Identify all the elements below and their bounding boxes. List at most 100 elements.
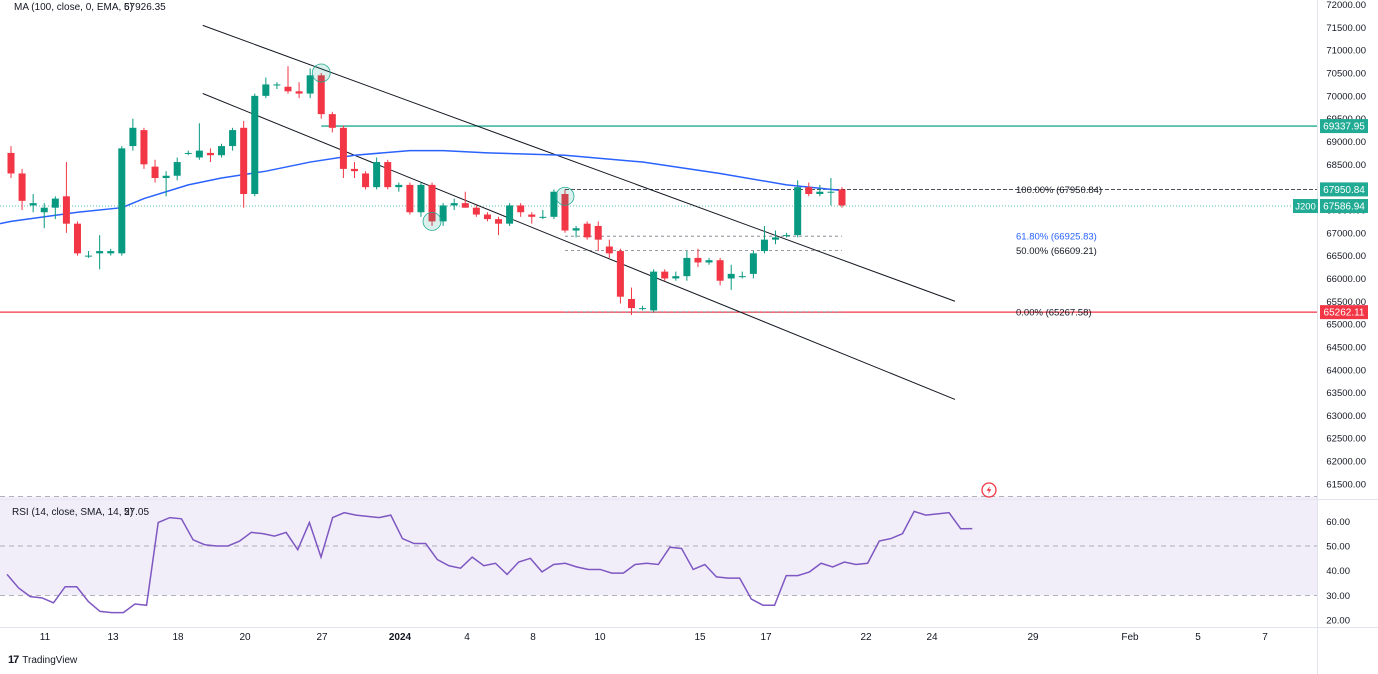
candle-body (838, 189, 846, 206)
candle-body (772, 237, 780, 240)
date-label: 29 (1027, 632, 1039, 643)
candle-body (7, 152, 15, 174)
rsi-tick-label: 60.00 (1326, 517, 1350, 528)
fib-level-label: 0.00% (65267.58) (1016, 307, 1092, 318)
candle-body (85, 255, 93, 257)
candle-body (350, 168, 358, 172)
candle-body (472, 207, 480, 215)
price-tick-label: 63500.00 (1326, 388, 1366, 399)
symbol-tag-bg (1293, 199, 1318, 214)
price-tick-label: 62500.00 (1326, 434, 1366, 445)
candle-body (262, 84, 270, 96)
rsi-legend-value: 57.05 (124, 507, 149, 518)
candle-body (439, 205, 447, 222)
candle-body (173, 162, 181, 176)
price-tick-label: 68500.00 (1326, 160, 1366, 171)
candle-body (18, 173, 26, 201)
price-tick-label: 71000.00 (1326, 46, 1366, 57)
candle-body (583, 223, 591, 238)
candle-body (328, 114, 336, 128)
candle-body (118, 148, 126, 254)
date-label: 24 (926, 632, 938, 643)
candle-body (805, 187, 813, 195)
price-badge (1320, 182, 1368, 197)
candle-body (694, 257, 702, 263)
candle-body (661, 271, 669, 279)
candle-body (317, 75, 325, 115)
candle-body (539, 216, 547, 218)
pivot-marker (422, 211, 442, 231)
tradingview-logo[interactable]: 17 TradingView (8, 654, 77, 666)
candle-body (561, 194, 569, 231)
candle-body (273, 84, 281, 86)
price-tick-label: 66500.00 (1326, 251, 1366, 262)
candle-body (240, 127, 248, 195)
candle-body (594, 225, 602, 240)
candle-body (572, 228, 580, 231)
pivot-marker (555, 186, 575, 206)
candle-body (650, 271, 658, 311)
date-label: 15 (694, 632, 706, 643)
candle-body (29, 203, 37, 206)
candle-body (195, 150, 203, 158)
ma-legend-name[interactable]: MA (100, close, 0, EMA, 5) (14, 2, 133, 13)
date-label: 18 (172, 632, 184, 643)
candle-body (716, 260, 724, 281)
price-badge-label: 67586.94 (1323, 202, 1365, 213)
candle-body (760, 239, 768, 252)
date-label: Feb (1121, 632, 1139, 643)
date-label: 20 (239, 632, 251, 643)
fib-level-label: 100.00% (67950.84) (1016, 185, 1102, 196)
rsi-legend-name[interactable]: RSI (14, close, SMA, 14, 2) (12, 507, 133, 518)
candle-body (162, 175, 170, 179)
candle-body (373, 162, 381, 188)
candle-body (51, 198, 59, 208)
price-badge (1320, 119, 1368, 134)
price-tick-label: 62000.00 (1326, 457, 1366, 468)
price-badge-label: 69337.95 (1323, 122, 1365, 133)
price-tick-label: 63000.00 (1326, 411, 1366, 422)
candle-body (218, 146, 226, 156)
price-badge-label: 65262.11 (1324, 308, 1365, 319)
date-label: 8 (530, 632, 536, 643)
price-tick-label: 64000.00 (1326, 365, 1366, 376)
candle-body (395, 184, 403, 188)
price-tick-label: 65500.00 (1326, 297, 1366, 308)
candle-body (151, 166, 159, 179)
price-tick-label: 71500.00 (1326, 23, 1366, 34)
candle-body (339, 127, 347, 169)
price-tick-label: 69000.00 (1326, 137, 1366, 148)
date-label: 27 (316, 632, 328, 643)
price-badge (1320, 305, 1368, 320)
candle-body (450, 203, 458, 206)
tradingview-name: TradingView (22, 654, 78, 666)
price-tick-label: 65000.00 (1326, 320, 1366, 331)
candle-body (107, 251, 115, 254)
candle-body (738, 276, 746, 278)
date-label: 10 (594, 632, 606, 643)
candle-body (672, 276, 680, 279)
candle-body (73, 223, 81, 254)
lightning-icon[interactable] (981, 482, 997, 498)
candle-body (229, 130, 237, 147)
candle-body (251, 95, 259, 195)
candle-body (550, 191, 558, 217)
candle-body (705, 260, 713, 263)
symbol-tag: J200 (1295, 202, 1316, 213)
date-label: 17 (760, 632, 772, 643)
date-label: 4 (464, 632, 470, 643)
candle-body (483, 214, 491, 220)
candle-body (62, 196, 70, 224)
rsi-tick-label: 40.00 (1326, 566, 1350, 577)
candle-body (683, 257, 691, 277)
price-tick-label: 72000.00 (1326, 0, 1366, 11)
candle-body (306, 75, 314, 94)
price-tick-label: 64500.00 (1326, 342, 1366, 353)
candle-body (495, 219, 503, 224)
candle-body (184, 152, 192, 154)
candle-body (616, 251, 624, 297)
fib-level-label: 50.00% (66609.21) (1016, 246, 1097, 257)
candle-body (295, 91, 303, 94)
candle-body (517, 205, 525, 213)
